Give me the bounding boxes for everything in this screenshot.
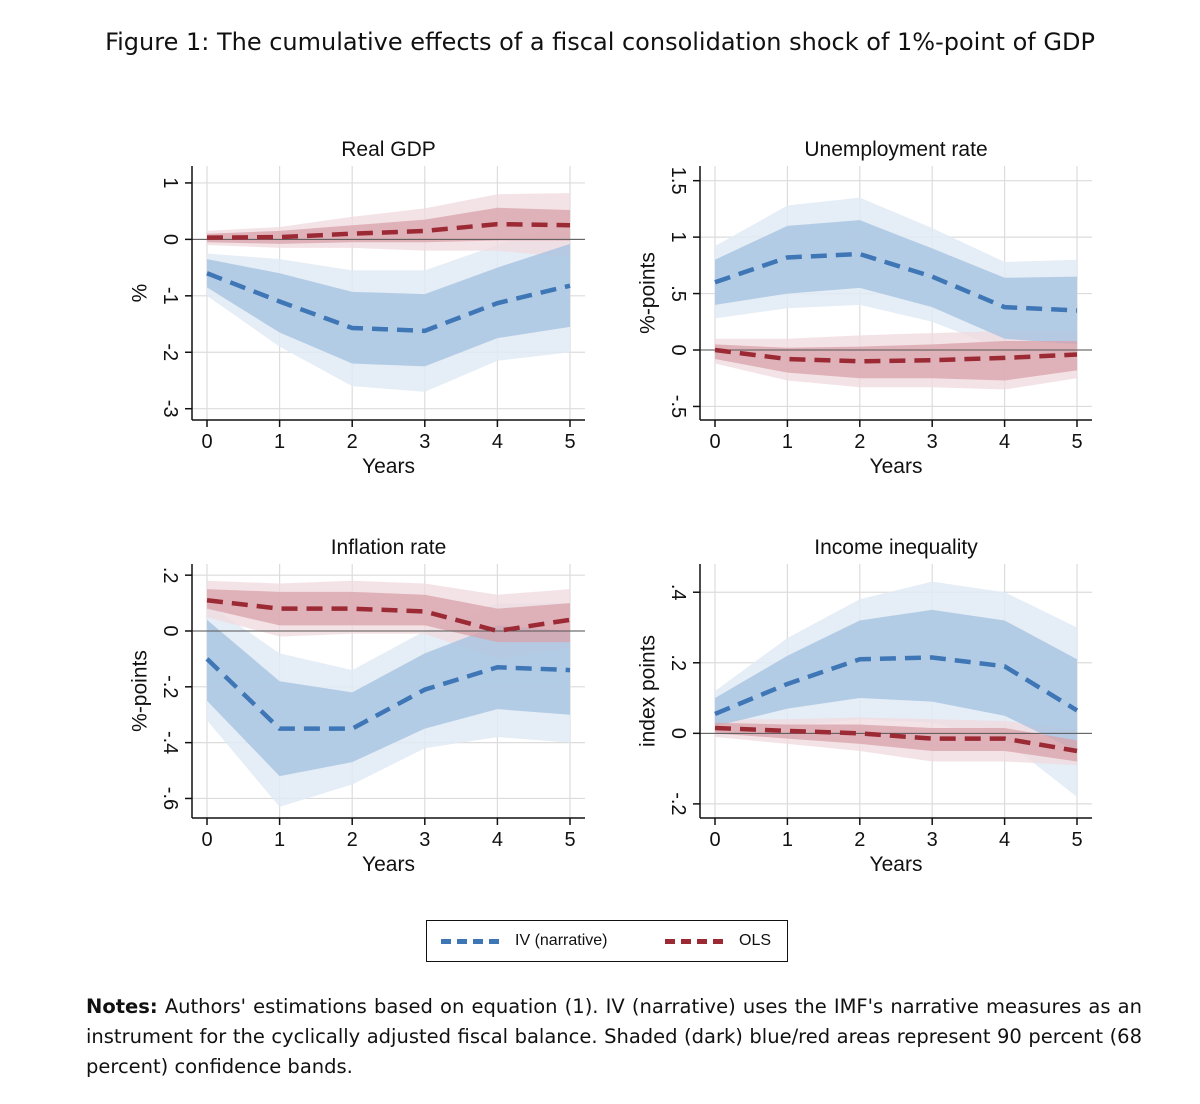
y-tick-label: 0 <box>159 625 181 636</box>
iv-line <box>206 271 571 334</box>
ols-line <box>714 347 1078 364</box>
iv-line <box>205 657 571 731</box>
x-tick-label: 1 <box>274 829 285 851</box>
panel-title: Inflation rate <box>331 536 447 559</box>
x-tick-label: 3 <box>419 829 430 851</box>
x-tick-label: 5 <box>1071 829 1082 851</box>
x-tick-label: 4 <box>492 431 503 453</box>
y-tick-label: -1 <box>159 287 181 305</box>
legend-item-ols: OLS <box>665 921 771 961</box>
x-tick-label: 2 <box>347 829 358 851</box>
y-tick-label: .5 <box>667 285 689 302</box>
legend-label-iv: IV (narrative) <box>515 932 608 949</box>
iv-line <box>714 251 1078 313</box>
x-tick-label: 1 <box>274 431 285 453</box>
notes: Notes: Authors' estimations based on equ… <box>86 992 1142 1082</box>
y-tick-label: -2 <box>159 343 181 361</box>
y-tick-label: -.2 <box>159 675 181 698</box>
y-tick-label: .2 <box>159 567 181 584</box>
x-tick-label: 5 <box>1071 431 1082 453</box>
legend-swatch-iv <box>441 938 499 944</box>
x-tick-label: 4 <box>492 829 503 851</box>
y-tick-label: .2 <box>667 654 689 671</box>
legend-label-ols: OLS <box>739 932 772 949</box>
y-tick-label: -.6 <box>159 787 181 810</box>
y-tick-label: -.5 <box>667 395 689 418</box>
x-tick-label: 0 <box>201 431 212 453</box>
x-axis-label: Years <box>870 455 923 478</box>
y-axis-label: % <box>129 284 152 303</box>
panel-1: 1 0 -1 -2 -3 0 1 2 3 4 5 Real GDP Years% <box>129 138 585 478</box>
ols-line <box>206 598 571 634</box>
x-axis-label: Years <box>362 853 415 876</box>
x-tick-label: 5 <box>564 829 575 851</box>
panel-4: .4 .2 0 -.2 0 1 2 3 4 5 Income inequality Years inde… <box>637 536 1092 876</box>
x-tick-label: 1 <box>782 829 793 851</box>
y-tick-label: -3 <box>159 400 181 418</box>
y-tick-label: 0 <box>667 344 689 355</box>
panel-3: .2 0 -.2 -.4 -.6 0 1 2 3 4 5 Inflation rate Years %-p… <box>129 536 585 876</box>
x-tick-label: 3 <box>927 829 938 851</box>
y-tick-label: -.2 <box>667 792 689 815</box>
x-tick-label: 0 <box>201 829 212 851</box>
x-tick-label: 2 <box>854 829 865 851</box>
x-tick-label: 4 <box>999 431 1010 453</box>
legend-swatch-ols <box>665 938 723 944</box>
y-tick-label: 1 <box>667 232 689 243</box>
ols-line <box>206 221 571 240</box>
iv-band-68 <box>207 243 570 367</box>
panel-title: Income inequality <box>814 536 978 559</box>
x-tick-label: 0 <box>709 431 720 453</box>
iv-band-68 <box>715 220 1077 345</box>
iv-band-68 <box>207 619 570 777</box>
x-tick-label: 3 <box>927 431 938 453</box>
panel-title: Real GDP <box>341 138 436 161</box>
iv-line <box>714 655 1079 717</box>
y-axis-label: index points <box>637 635 660 747</box>
y-axis-label: %-points <box>637 252 660 334</box>
panel-title: Unemployment rate <box>804 138 987 161</box>
notes-text: Authors' estimations based on equation (… <box>86 995 1142 1078</box>
y-tick-label: 1 <box>159 177 181 188</box>
x-tick-label: 2 <box>347 431 358 453</box>
y-axis-label: %-points <box>129 650 152 732</box>
ols-line <box>714 725 1078 754</box>
x-tick-label: 2 <box>854 431 865 453</box>
y-tick-label: .4 <box>667 584 689 601</box>
x-tick-label: 3 <box>419 431 430 453</box>
y-tick-label: 0 <box>667 728 689 739</box>
y-tick-label: -.4 <box>159 731 181 754</box>
x-tick-label: 0 <box>709 829 720 851</box>
figure-caption: Figure 1: The cumulative effects of a fi… <box>105 28 1095 56</box>
x-tick-label: 5 <box>564 431 575 453</box>
x-tick-label: 1 <box>782 431 793 453</box>
x-tick-label: 4 <box>999 829 1010 851</box>
y-tick-label: 1.5 <box>667 167 689 195</box>
legend: IV (narrative) OLS <box>426 920 788 962</box>
y-tick-label: 0 <box>159 234 181 245</box>
ols-band-68 <box>207 589 570 643</box>
x-axis-label: Years <box>870 853 923 876</box>
x-axis-label: Years <box>362 455 415 478</box>
iv-band-68 <box>715 609 1077 751</box>
legend-item-iv: IV (narrative) <box>441 921 607 961</box>
notes-label: Notes: <box>86 995 158 1018</box>
